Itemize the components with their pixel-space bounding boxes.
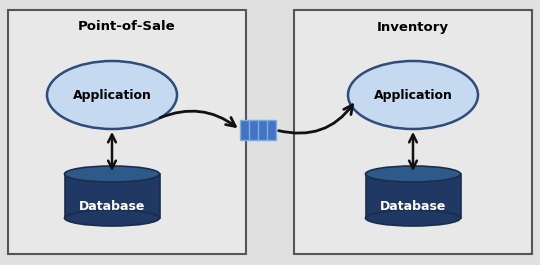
Ellipse shape bbox=[366, 210, 461, 226]
Ellipse shape bbox=[47, 61, 177, 129]
FancyBboxPatch shape bbox=[240, 120, 276, 140]
Ellipse shape bbox=[348, 61, 478, 129]
Text: Inventory: Inventory bbox=[377, 20, 449, 33]
Text: Point-of-Sale: Point-of-Sale bbox=[78, 20, 176, 33]
FancyBboxPatch shape bbox=[294, 10, 532, 254]
Ellipse shape bbox=[64, 210, 159, 226]
Text: Database: Database bbox=[79, 200, 145, 213]
Ellipse shape bbox=[64, 166, 159, 182]
Polygon shape bbox=[64, 174, 159, 218]
Ellipse shape bbox=[366, 166, 461, 182]
Text: Application: Application bbox=[72, 89, 151, 101]
Text: Database: Database bbox=[380, 200, 446, 213]
Polygon shape bbox=[366, 174, 461, 218]
FancyBboxPatch shape bbox=[8, 10, 246, 254]
Text: Application: Application bbox=[374, 89, 453, 101]
